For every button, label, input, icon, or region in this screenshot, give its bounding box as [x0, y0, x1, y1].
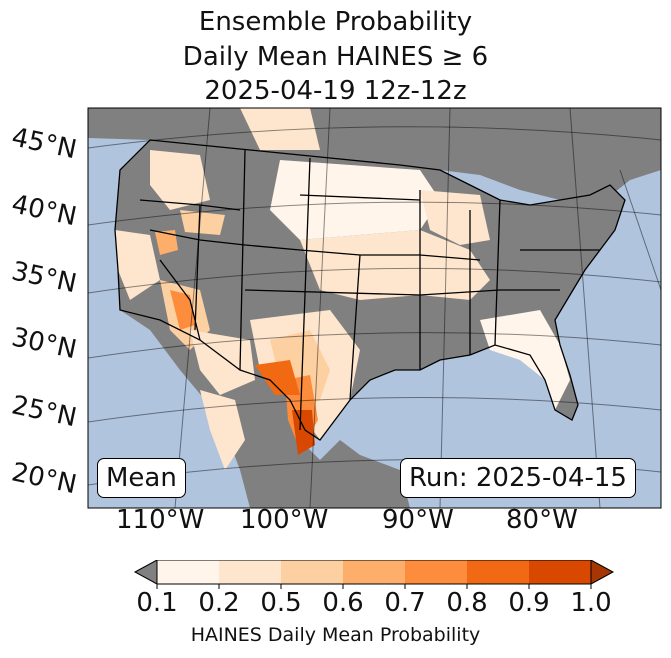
colorbar-bin-3: [281, 560, 343, 584]
lon-label-110: 110°W: [116, 505, 205, 535]
colorbar-under-arrow: [133, 560, 158, 585]
colorbar-bin-7: [529, 560, 591, 584]
colorbar-bin-4: [343, 560, 405, 584]
lon-label-80: 80°W: [506, 505, 578, 535]
colorbar-tick-0.8: 0.8: [446, 588, 488, 618]
run-date-badge: Run: 2025-04-15: [400, 458, 636, 498]
probability-shading: [115, 108, 570, 470]
colorbar-label: HAINES Daily Mean Probability: [190, 624, 481, 646]
colorbar-tick-1.0: 1.0: [570, 588, 612, 618]
colorbar-bin-6: [467, 560, 529, 584]
colorbar-tick-0.9: 0.9: [508, 588, 550, 618]
lon-label-100: 100°W: [240, 505, 329, 535]
title-line-3: 2025-04-19 12z-12z: [204, 76, 467, 106]
canada-land: [88, 108, 661, 215]
colorbar-bin-1: [157, 560, 219, 584]
colorbar-tick-0.6: 0.6: [322, 588, 364, 618]
colorbar-over-arrow: [590, 560, 615, 585]
map-frame: [87, 107, 662, 509]
colorbar-bin-2: [219, 560, 281, 584]
state-borders: [114, 139, 626, 441]
colorbar-tick-0.2: 0.2: [198, 588, 240, 618]
mean-badge: Mean: [97, 458, 186, 498]
colorbar: [133, 560, 615, 589]
colorbar-tick-0.1: 0.1: [136, 588, 178, 618]
title-line-1: Ensemble Probability: [198, 7, 473, 37]
colorbar-tick-0.5: 0.5: [260, 588, 302, 618]
colorbar-tick-0.7: 0.7: [384, 588, 426, 618]
title-line-2: Daily Mean HAINES ≥ 6: [182, 42, 489, 72]
mexico-land: [120, 310, 410, 508]
colorbar-bin-5: [405, 560, 467, 584]
lon-label-90: 90°W: [382, 505, 454, 535]
